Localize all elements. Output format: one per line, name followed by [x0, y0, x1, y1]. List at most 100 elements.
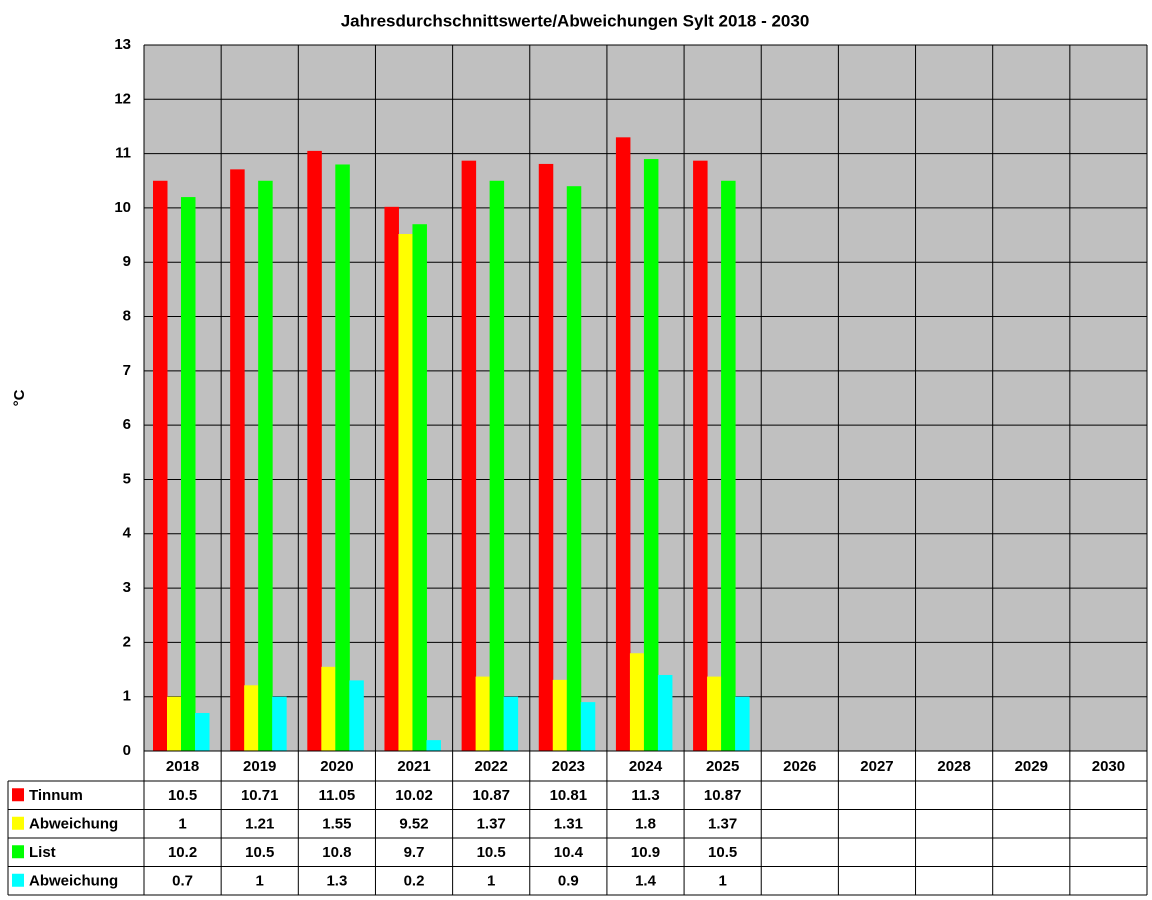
table-value: 1.4	[635, 873, 657, 890]
bar	[721, 180, 736, 751]
y-tick-label: 2	[123, 633, 131, 650]
bar	[657, 674, 673, 751]
x-tick-label: 2026	[783, 758, 816, 775]
x-tick-label: 2024	[629, 758, 663, 775]
x-tick-label: 2025	[706, 758, 739, 775]
y-tick-label: 7	[123, 362, 131, 379]
x-tick-label: 2027	[860, 758, 893, 775]
table-value: 10.02	[395, 787, 433, 804]
y-tick-label: 8	[123, 308, 131, 325]
y-tick-label: 11	[115, 145, 131, 162]
table-value: 9.7	[404, 844, 425, 861]
bar	[503, 696, 519, 751]
y-tick-label: 6	[123, 416, 131, 433]
table-value: 10.5	[708, 844, 737, 861]
bar	[307, 150, 322, 751]
bar	[349, 680, 364, 751]
table-value: 1.8	[635, 816, 656, 833]
legend-label: Abweichung	[29, 816, 118, 833]
bar	[707, 676, 722, 751]
x-tick-label: 2030	[1092, 758, 1125, 775]
bar	[230, 169, 245, 751]
bar	[566, 186, 582, 751]
table-value: 1.55	[322, 816, 351, 833]
bar	[629, 653, 645, 751]
table-value: 10.5	[168, 787, 197, 804]
table-value: 9.52	[399, 816, 428, 833]
table-value: 11.05	[319, 787, 356, 804]
y-tick-label: 1	[123, 688, 131, 705]
x-tick-label: 2019	[243, 758, 276, 775]
bar	[258, 180, 273, 751]
y-tick-label: 9	[123, 253, 131, 270]
bar	[398, 233, 413, 751]
bar	[580, 702, 596, 751]
x-tick-label: 2018	[166, 758, 199, 775]
x-tick-label: 2022	[475, 758, 508, 775]
bar	[475, 676, 491, 751]
bar	[552, 679, 568, 751]
table-value: 10.5	[477, 844, 506, 861]
table-value: 10.81	[550, 787, 588, 804]
table-value: 10.87	[704, 787, 742, 804]
x-tick-label: 2021	[397, 758, 430, 775]
legend-label: List	[29, 844, 56, 861]
bar	[412, 224, 427, 751]
bar	[167, 696, 182, 751]
table-value: 1	[487, 873, 495, 890]
legend-swatch	[12, 845, 24, 859]
table-value: 10.4	[554, 844, 584, 861]
table-value: 1.37	[708, 816, 737, 833]
bar	[693, 160, 708, 751]
bar	[643, 159, 659, 752]
table-value: 1.21	[245, 816, 274, 833]
bar	[538, 163, 554, 752]
table-value: 1.31	[554, 816, 583, 833]
table-value: 0.2	[404, 873, 425, 890]
bar	[321, 666, 336, 751]
table-value: 10.8	[322, 844, 351, 861]
legend-label: Tinnum	[29, 787, 83, 804]
legend-swatch	[12, 873, 24, 887]
bar	[384, 206, 399, 752]
x-tick-label: 2023	[552, 758, 585, 775]
y-tick-label: 13	[114, 36, 131, 53]
table-value: 10.87	[472, 787, 510, 804]
bar	[195, 712, 210, 751]
y-tick-label: 12	[114, 90, 131, 107]
y-tick-label: 0	[123, 742, 131, 759]
legend-swatch	[12, 788, 24, 802]
table-value: 1	[256, 873, 264, 890]
bar	[181, 197, 196, 752]
y-tick-label: 5	[123, 470, 131, 487]
y-axis-title: °C	[11, 389, 28, 406]
bar	[335, 164, 350, 751]
bar	[735, 696, 750, 751]
chart-title: Jahresdurchschnittswerte/Abweichungen Sy…	[341, 11, 810, 30]
bar	[426, 740, 441, 751]
bar	[461, 160, 477, 751]
table-value: 10.2	[168, 844, 197, 861]
table-value: 10.71	[241, 787, 279, 804]
table-value: 10.9	[631, 844, 660, 861]
table-value: 0.9	[558, 873, 579, 890]
table-value: 1.3	[326, 873, 347, 890]
x-tick-label: 2020	[320, 758, 353, 775]
legend-label: Abweichung	[29, 873, 118, 890]
table-value: 1	[718, 873, 726, 890]
table-value: 0.7	[172, 873, 193, 890]
bar	[244, 685, 259, 751]
y-tick-label: 10	[114, 199, 131, 216]
bar	[489, 180, 505, 751]
bar	[272, 696, 287, 751]
table-value: 1.37	[477, 816, 506, 833]
x-tick-label: 2028	[937, 758, 970, 775]
bar	[615, 137, 631, 752]
x-tick-label: 2029	[1015, 758, 1048, 775]
table-value: 1	[178, 816, 186, 833]
legend-swatch	[12, 816, 24, 830]
y-tick-label: 4	[123, 525, 132, 542]
table-value: 10.5	[245, 844, 274, 861]
table-value: 11.3	[631, 787, 659, 804]
